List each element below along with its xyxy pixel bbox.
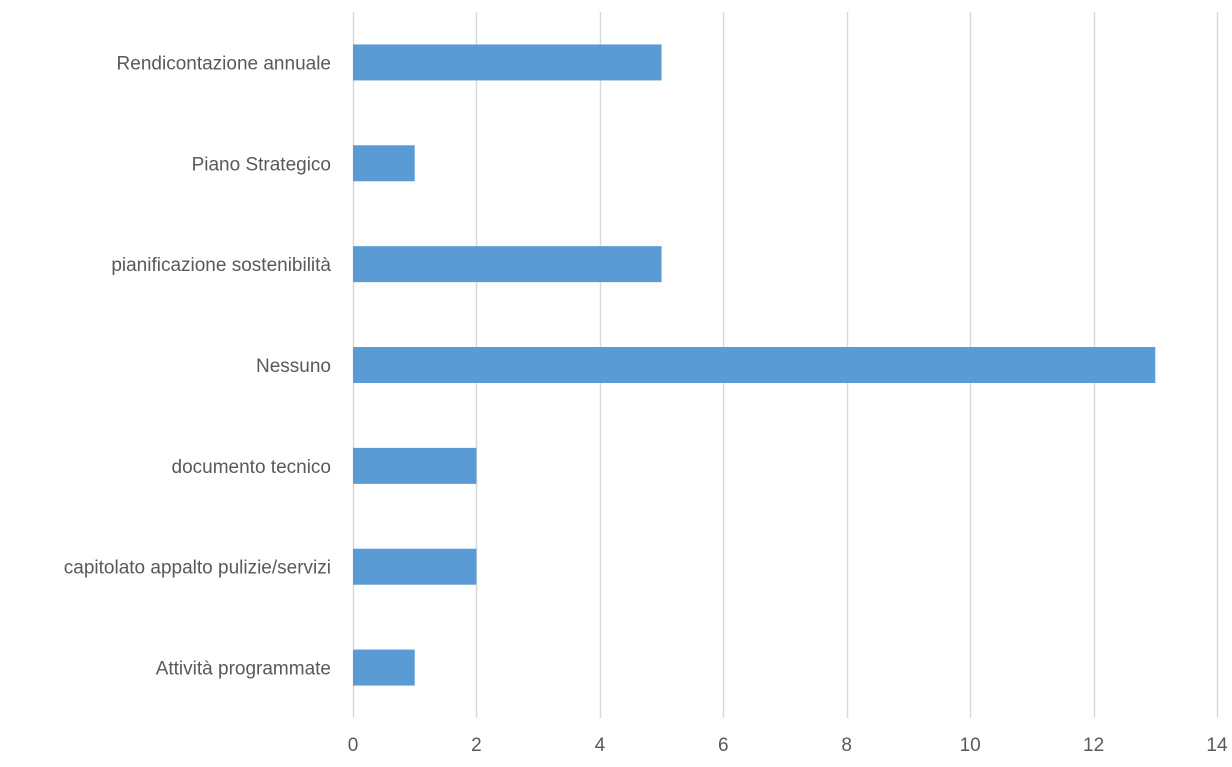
- category-label: Piano Strategico: [192, 154, 331, 175]
- bars: [353, 44, 1156, 686]
- category-label: documento tecnico: [172, 457, 332, 478]
- x-tick-label: 10: [960, 735, 981, 756]
- bar: [353, 145, 415, 182]
- x-tick-label: 0: [348, 735, 359, 756]
- bar: [353, 246, 662, 283]
- category-label: pianificazione sostenibilità: [111, 255, 331, 276]
- x-tick-label: 12: [1083, 735, 1104, 756]
- category-labels: Rendicontazione annuale Piano Strategico p…: [64, 53, 332, 679]
- bar: [353, 44, 662, 81]
- bar: [353, 649, 415, 686]
- bar: [353, 447, 477, 484]
- x-tick-label: 14: [1206, 735, 1228, 756]
- bar: [353, 548, 477, 585]
- x-tick-label: 8: [841, 735, 852, 756]
- bar: [353, 347, 1156, 383]
- x-tick-label: 6: [718, 735, 729, 756]
- x-tick-label: 4: [595, 735, 606, 756]
- category-label: capitolato appalto pulizie/servizi: [64, 558, 331, 579]
- category-label: Attività programmate: [156, 659, 331, 680]
- category-label: Rendicontazione annuale: [117, 53, 331, 74]
- category-label: Nessuno: [256, 356, 331, 377]
- x-axis-tick-labels: 0 2 4 6 8 10 12 14: [348, 735, 1228, 756]
- x-tick-label: 2: [471, 735, 482, 756]
